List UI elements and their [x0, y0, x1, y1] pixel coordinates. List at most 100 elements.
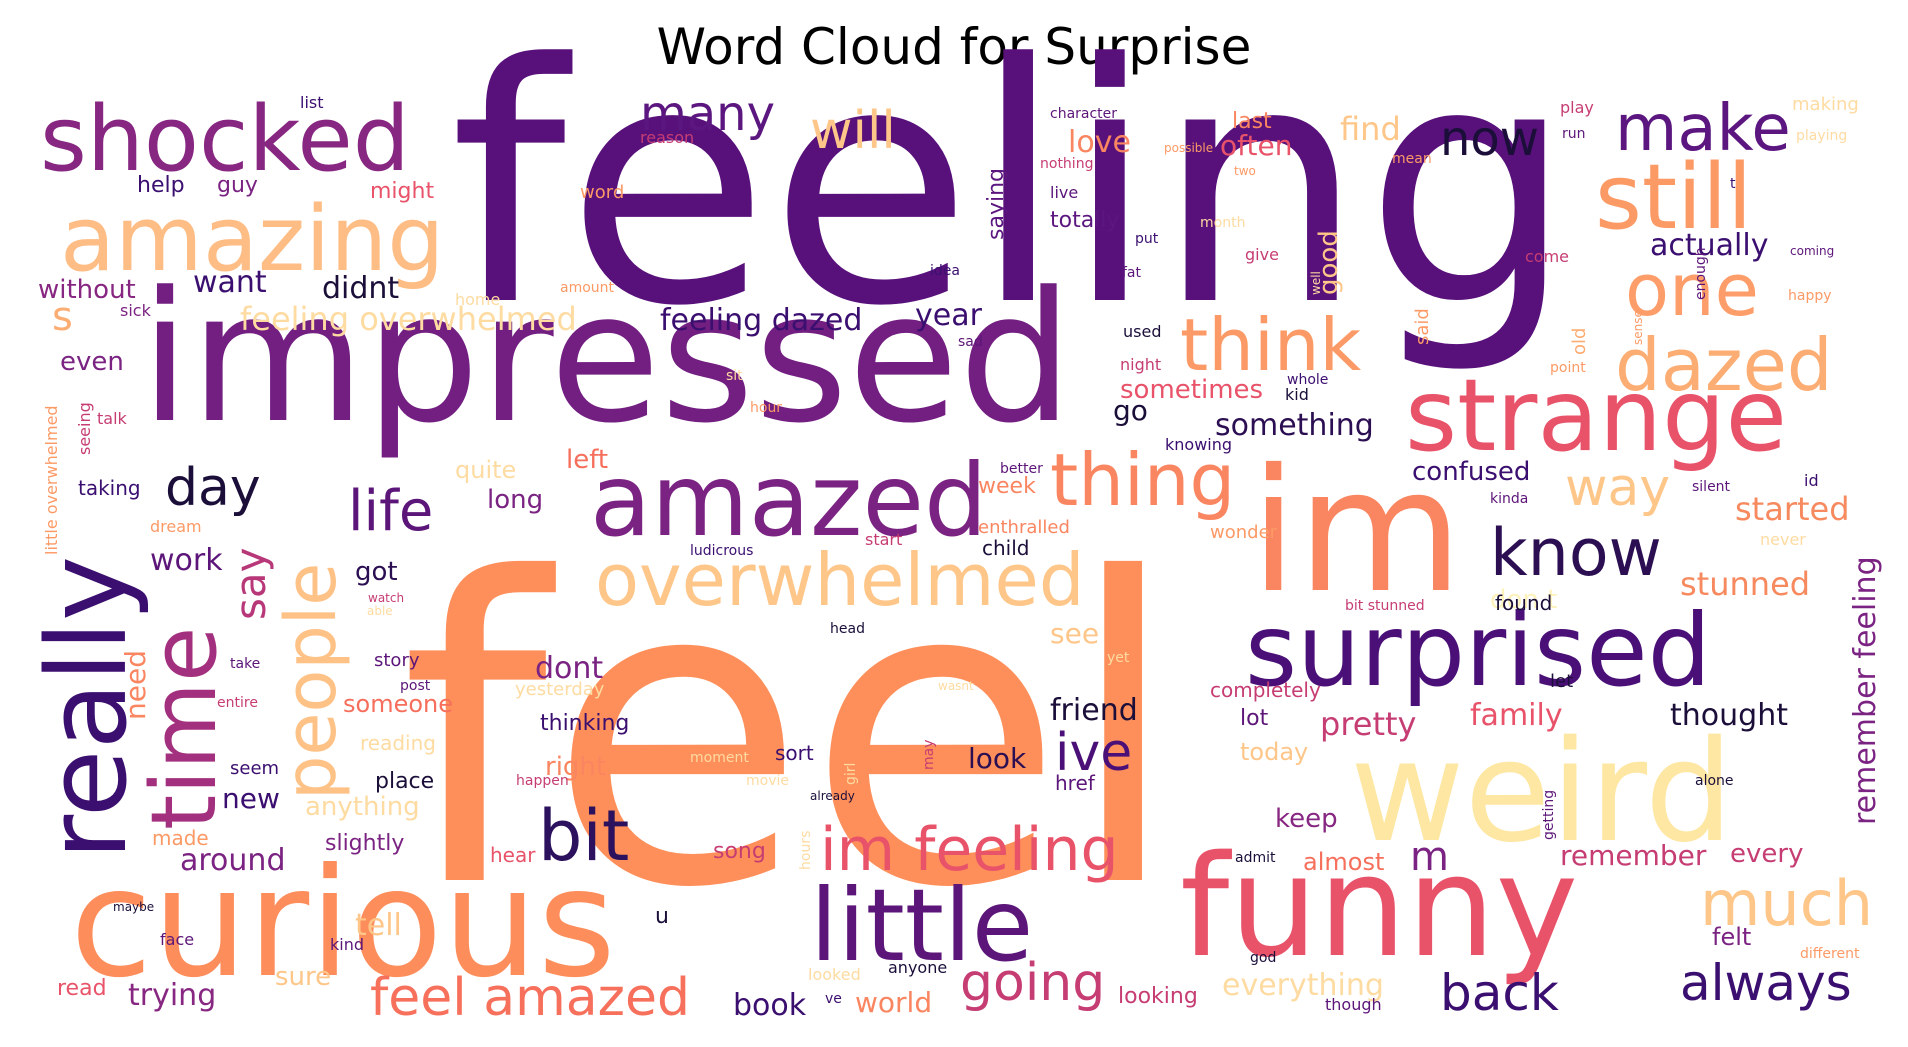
word-slightly: slightly [325, 831, 404, 856]
word-friend: friend [1050, 693, 1138, 728]
word-sit: sit [726, 368, 743, 384]
word-t: t [1730, 176, 1736, 192]
word-totally: totally [1050, 208, 1119, 233]
word-bit: bit [538, 795, 629, 877]
word-feel: feel [400, 491, 1181, 980]
word-stunned: stunned [1680, 565, 1810, 603]
word-s: s [52, 294, 73, 340]
word-different: different [1800, 946, 1860, 962]
word-possible: possible [1164, 141, 1213, 155]
word-anyone: anyone [888, 958, 947, 977]
word-always: always [1680, 954, 1852, 1012]
word-yet: yet [1107, 650, 1130, 666]
word-shocked: shocked [40, 87, 410, 192]
word-quite: quite [455, 456, 516, 484]
word-ludicrous: ludicrous [690, 543, 753, 559]
word-sort: sort [775, 741, 814, 765]
word-sense: sense [1631, 310, 1645, 345]
word-sure: sure [275, 962, 331, 992]
word-overwhelmed: overwhelmed [595, 538, 1085, 622]
word-say: say [226, 548, 275, 620]
word-made: made [152, 826, 209, 850]
word-put: put [1135, 231, 1159, 247]
word-fat: fat [1122, 265, 1142, 281]
word-better: better [1000, 461, 1043, 477]
word-ve: ve [825, 991, 842, 1007]
word-idea: idea [930, 263, 960, 279]
word-one: one [1625, 248, 1759, 332]
word-mean: mean [1392, 151, 1432, 167]
word-keep: keep [1275, 804, 1338, 834]
word-coming: coming [1790, 244, 1834, 258]
word-seem: seem [230, 758, 279, 779]
word-well: well [1309, 271, 1323, 295]
word-never: never [1760, 530, 1806, 549]
word-enough: enough [1693, 247, 1709, 300]
word-life: life [348, 479, 433, 544]
word-dream: dream [150, 517, 202, 536]
word-two: two [1234, 164, 1256, 178]
word-happy: happy [1788, 288, 1832, 304]
word-kind: kind [330, 935, 364, 954]
word-help: help [137, 173, 185, 198]
word-song: song [713, 839, 766, 864]
word-impressed: impressed [140, 254, 1073, 463]
word-moment: moment [690, 750, 749, 766]
word-right: right [545, 752, 606, 782]
word-trying: trying [128, 978, 216, 1013]
word-find: find [1340, 110, 1401, 148]
word-started: started [1735, 490, 1850, 528]
word-remember: remember [1560, 839, 1707, 872]
word-hour: hour [750, 400, 782, 416]
word-might: might [370, 179, 434, 204]
word-amazing: amazing [60, 187, 444, 292]
word-hours: hours [798, 831, 814, 870]
word-found: found [1495, 591, 1552, 615]
word-around: around [180, 843, 285, 878]
word-take: take [230, 656, 260, 672]
word-feel-amazed: feel amazed [370, 968, 690, 1028]
word-go: go [1113, 394, 1148, 427]
word-need: need [119, 650, 152, 720]
word-knowing: knowing [1165, 435, 1232, 454]
word-face: face [160, 930, 194, 949]
word-head: head [830, 621, 865, 637]
word-making: making [1792, 94, 1859, 115]
word-already: already [810, 789, 855, 803]
word-book: book [733, 988, 807, 1023]
word-happen: happen [516, 773, 569, 789]
word-someone: someone [343, 690, 453, 718]
word-confused: confused [1412, 457, 1530, 487]
word-entire: entire [217, 695, 258, 711]
word-god: god [1250, 950, 1276, 966]
word-m: m [1410, 834, 1449, 880]
word-little: little [810, 867, 1033, 984]
word-left: left [566, 445, 608, 475]
word-nothing: nothing [1040, 156, 1093, 172]
word-though: though [1325, 995, 1382, 1014]
word-admit: admit [1235, 850, 1276, 866]
word-point: point [1550, 360, 1586, 376]
word-pretty: pretty [1320, 705, 1416, 743]
word-work: work [150, 543, 223, 578]
word-saying: saying [984, 168, 1009, 240]
word-used: used [1123, 322, 1161, 341]
word-lot: lot [1240, 706, 1269, 731]
word-good: good [1314, 230, 1344, 295]
word-place: place [375, 769, 434, 794]
word-don-t: don t [1490, 585, 1557, 615]
word-post: post [400, 678, 431, 694]
word-kid: kid [1285, 385, 1309, 404]
word-feeling-dazed: feeling dazed [660, 303, 862, 338]
word-list: list [300, 93, 324, 112]
word-character: character [1050, 106, 1117, 122]
word-month: month [1200, 215, 1245, 231]
word-seeing: seeing [75, 402, 94, 455]
word-completely: completely [1210, 678, 1321, 702]
word-family: family [1470, 698, 1563, 733]
word-felt: felt [1712, 923, 1751, 951]
word-reading: reading [360, 731, 436, 755]
word-weird: weird [1350, 711, 1734, 874]
word-reason: reason [640, 128, 694, 147]
